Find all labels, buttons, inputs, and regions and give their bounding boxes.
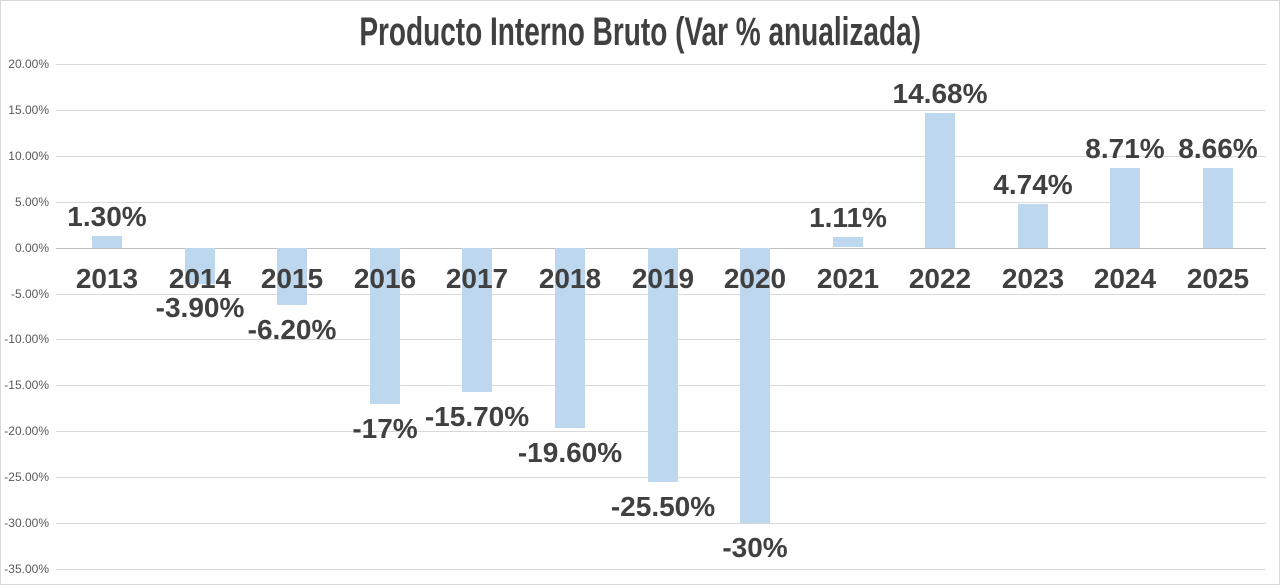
ytick-label: -30.00% (4, 516, 49, 530)
bar-value-label-2017: -15.70% (424, 401, 530, 432)
category-label-2019: 2019 (631, 263, 695, 294)
bar-2023 (1018, 204, 1048, 248)
bar-2024 (1110, 168, 1140, 248)
category-label-2015: 2015 (260, 263, 324, 294)
bar-2020 (740, 248, 770, 523)
gridline (56, 64, 1266, 65)
category-label-2025: 2025 (1186, 263, 1250, 294)
ytick-label: 10.00% (8, 149, 49, 163)
bar-value-label-2016: -17% (352, 413, 418, 444)
ytick-label: -15.00% (4, 378, 49, 392)
ytick-label: -20.00% (4, 424, 49, 438)
gridline (56, 202, 1266, 203)
category-label-2017: 2017 (445, 263, 509, 294)
category-label-2013: 2013 (75, 263, 139, 294)
bar-2025 (1203, 168, 1233, 248)
bar-value-label-2022: 14.68% (892, 78, 988, 109)
bar-2016 (370, 248, 400, 404)
bar-value-label-2023: 4.74% (993, 169, 1073, 200)
bar-value-label-2014: -3.90% (155, 292, 245, 323)
category-label-2024: 2024 (1093, 263, 1157, 294)
bar-value-label-2015: -6.20% (247, 314, 337, 345)
ytick-label: 5.00% (14, 195, 49, 209)
ytick-label: -25.00% (4, 470, 49, 484)
gridline (56, 523, 1266, 524)
bar-2022 (925, 113, 955, 248)
category-label-2020: 2020 (723, 263, 787, 294)
bar-2019 (648, 248, 678, 482)
chart-title: Producto Interno Bruto (Var % anualizada… (1, 8, 1279, 65)
ytick-label: 15.00% (8, 103, 49, 117)
category-label-2018: 2018 (538, 263, 602, 294)
gridline (56, 569, 1266, 570)
bar-value-label-2013: 1.30% (67, 201, 147, 232)
category-label-2021: 2021 (816, 263, 880, 294)
bar-value-label-2024: 8.71% (1085, 133, 1165, 164)
bar-2015 (277, 248, 307, 305)
bar-2014 (185, 248, 215, 284)
ytick-label: -35.00% (4, 562, 49, 576)
ytick-label: -5.00% (10, 287, 49, 301)
ytick-label: -10.00% (4, 332, 49, 346)
bar-2018 (555, 248, 585, 428)
bar-2017 (462, 248, 492, 392)
bar-value-label-2025: 8.66% (1178, 133, 1258, 164)
gridline (56, 156, 1266, 157)
category-label-2016: 2016 (353, 263, 417, 294)
bar-2013 (92, 236, 122, 248)
ytick-label: 20.00% (8, 57, 49, 71)
category-label-2014: 2014 (168, 263, 232, 294)
bar-value-label-2018: -19.60% (517, 437, 623, 468)
gridline (56, 110, 1266, 111)
bar-value-label-2020: -30% (722, 532, 788, 563)
chart-title-text: Producto Interno Bruto (Var % anualizada… (359, 10, 921, 54)
bar-2021 (833, 237, 863, 247)
category-label-2022: 2022 (908, 263, 972, 294)
bar-value-label-2021: 1.11% (809, 202, 887, 233)
category-label-2023: 2023 (1001, 263, 1065, 294)
ytick-label: 0.00% (14, 241, 49, 255)
bar-value-label-2019: -25.50% (610, 491, 716, 522)
